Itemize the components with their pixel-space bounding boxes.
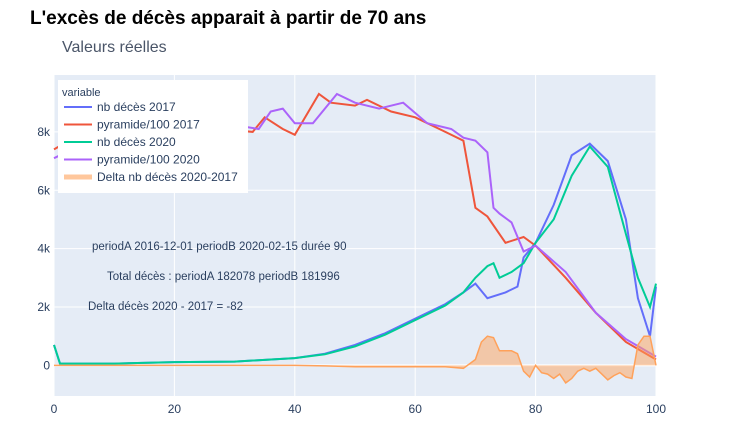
legend-title: variable: [62, 87, 101, 99]
annotation: Delta décès 2020 - 2017 = -82: [88, 301, 243, 313]
annotation: periodA 2016-12-01 periodB 2020-02-15 du…: [92, 241, 346, 253]
y-tick-label: 2k: [37, 300, 51, 314]
x-tick-label: 20: [168, 402, 182, 416]
legend-item: Delta nb décès 2020-2017: [97, 170, 238, 184]
y-tick-label: 4k: [37, 242, 51, 256]
chart-title: Valeurs réelles: [62, 39, 167, 56]
series-line: [53, 144, 657, 365]
legend-box: [58, 80, 248, 193]
x-tick-label: 60: [409, 402, 423, 416]
delta-line: [54, 335, 657, 384]
annotation: Total décès : periodA 182078 periodB 181…: [107, 271, 340, 283]
legend-item: nb décès 2020: [97, 135, 176, 149]
legend-item: pyramide/100 2020: [97, 153, 200, 167]
y-tick-label: 0: [43, 358, 50, 372]
legend-item: pyramide/100 2017: [97, 118, 200, 132]
page-title: L'excès de décès apparait à partir de 70…: [30, 8, 427, 29]
y-tick-label: 8k: [37, 125, 51, 139]
x-tick-label: 80: [529, 402, 543, 416]
x-tick-label: 0: [51, 402, 58, 416]
legend-item: nb décès 2017: [97, 100, 176, 114]
x-tick-label: 40: [288, 402, 302, 416]
x-tick-label: 100: [646, 402, 666, 416]
y-tick-label: 6k: [37, 183, 51, 197]
